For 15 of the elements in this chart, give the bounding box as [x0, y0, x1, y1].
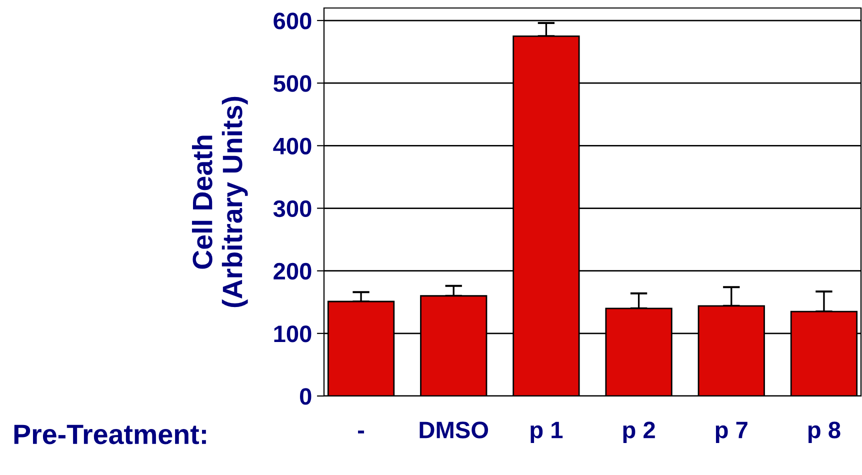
x-tick-label: p 7 [716, 422, 748, 444]
y-axis-title: Cell Death (Arbitrary Units) [192, 96, 248, 308]
y-tick-label: 600 [274, 12, 312, 30]
x-tick-label: DMSO [420, 422, 488, 438]
y-tick-label: 400 [273, 138, 312, 154]
y-tick-label: 200 [274, 262, 312, 280]
y-tick-label: 500 [274, 75, 312, 92]
y-tick-label: 300 [273, 200, 312, 218]
x-tick-label: - [358, 430, 364, 434]
x-axis-title: Pre-Treatment: [14, 424, 206, 444]
y-tick-label: 0 [300, 388, 312, 405]
x-tick-label: p 1 [530, 422, 563, 444]
y-tick-label: 100 [274, 325, 312, 342]
x-tick-label: p 2 [623, 422, 655, 444]
x-tick-label: p 8 [808, 422, 840, 444]
